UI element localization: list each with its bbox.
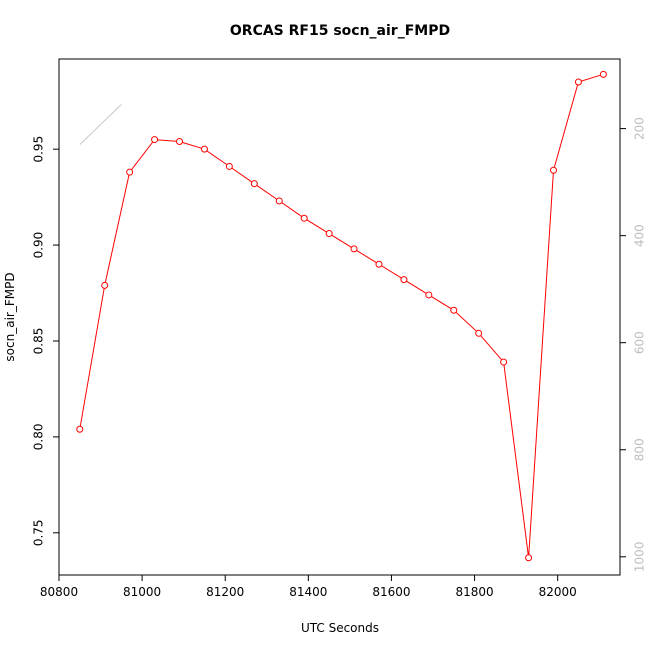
series-0-point (250, 180, 258, 188)
plot-frame (58, 58, 621, 576)
right-y-tick-label: 1000 (633, 542, 647, 573)
series-0-point (350, 245, 358, 253)
series-0-line (79, 73, 604, 558)
series-0-point (151, 136, 159, 144)
x-tick-label: 81000 (123, 585, 161, 599)
series-0-point (475, 329, 483, 337)
series-0-point (574, 78, 582, 86)
y-tick-label: 0.75 (32, 519, 46, 546)
x-tick-label: 81200 (206, 585, 244, 599)
series-0-point (400, 276, 408, 284)
x-axis-label: UTC Seconds (301, 621, 379, 635)
series-0-point (300, 214, 308, 222)
series-layer (76, 70, 607, 562)
chart-title: ORCAS RF15 socn_air_FMPD (230, 23, 450, 39)
y-tick-label: 0.85 (32, 328, 46, 355)
series-0-point (550, 166, 558, 174)
series-1-line (79, 104, 122, 145)
series-0-point (325, 230, 333, 238)
series-0-point (76, 425, 84, 433)
y-tick-label: 0.80 (32, 424, 46, 451)
series-0-point (500, 358, 508, 366)
x-axis: 80800 81000 81200 81400 81600 81800 82000 (40, 575, 577, 599)
right-y-tick-label: 200 (633, 117, 647, 140)
x-tick-label: 81400 (289, 585, 327, 599)
right-y-tick-label: 800 (633, 438, 647, 461)
x-tick-label: 80800 (40, 585, 78, 599)
series-0-point (525, 554, 533, 562)
y-axis: 0.75 0.80 0.85 0.90 0.95 (32, 136, 59, 546)
series-0-point (225, 162, 233, 170)
y-axis-label: socn_air_FMPD (3, 272, 17, 361)
series-0-point (200, 145, 208, 153)
series-0-point (425, 291, 433, 299)
series-0-point (275, 197, 283, 205)
right-y-tick-label: 600 (633, 331, 647, 354)
series-0-point (375, 260, 383, 268)
series-0-point (101, 281, 109, 289)
x-tick-label: 81800 (455, 585, 493, 599)
right-y-axis: 200 400 600 800 1000 (620, 117, 647, 572)
series-0-point (599, 70, 607, 78)
right-y-tick-label: 400 (633, 224, 647, 247)
x-tick-label: 82000 (539, 585, 577, 599)
series-0-point (126, 168, 134, 176)
y-tick-label: 0.95 (32, 136, 46, 163)
y-tick-label: 0.90 (32, 232, 46, 259)
series-0-point (450, 306, 458, 314)
series-0-point (176, 137, 184, 145)
x-tick-label: 81600 (372, 585, 410, 599)
